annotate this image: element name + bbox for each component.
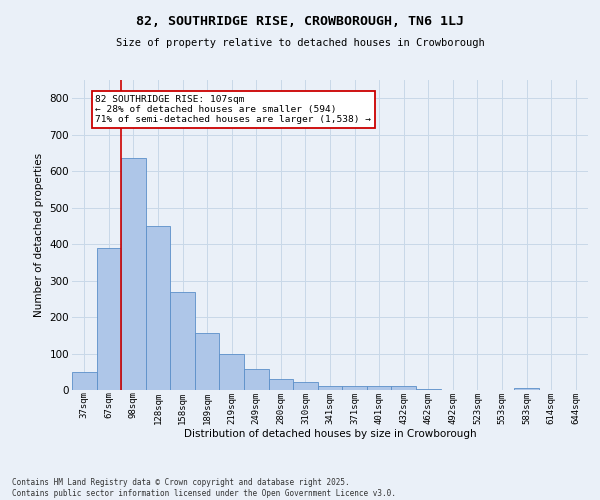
Bar: [293, 382, 318, 390]
Bar: [220, 354, 244, 390]
Bar: [170, 292, 195, 390]
Bar: [195, 334, 220, 390]
Bar: [416, 388, 440, 390]
Y-axis label: Number of detached properties: Number of detached properties: [34, 153, 44, 317]
Bar: [367, 386, 391, 390]
X-axis label: Distribution of detached houses by size in Crowborough: Distribution of detached houses by size …: [184, 429, 476, 439]
Text: Size of property relative to detached houses in Crowborough: Size of property relative to detached ho…: [116, 38, 484, 48]
Bar: [146, 226, 170, 390]
Bar: [342, 386, 367, 390]
Bar: [72, 372, 97, 390]
Bar: [318, 386, 342, 390]
Bar: [514, 388, 539, 390]
Text: 82 SOUTHRIDGE RISE: 107sqm
← 28% of detached houses are smaller (594)
71% of sem: 82 SOUTHRIDGE RISE: 107sqm ← 28% of deta…: [95, 94, 371, 124]
Bar: [269, 379, 293, 390]
Bar: [121, 158, 146, 390]
Text: Contains HM Land Registry data © Crown copyright and database right 2025.
Contai: Contains HM Land Registry data © Crown c…: [12, 478, 396, 498]
Text: 82, SOUTHRIDGE RISE, CROWBOROUGH, TN6 1LJ: 82, SOUTHRIDGE RISE, CROWBOROUGH, TN6 1L…: [136, 15, 464, 28]
Bar: [97, 248, 121, 390]
Bar: [244, 369, 269, 390]
Bar: [391, 386, 416, 390]
